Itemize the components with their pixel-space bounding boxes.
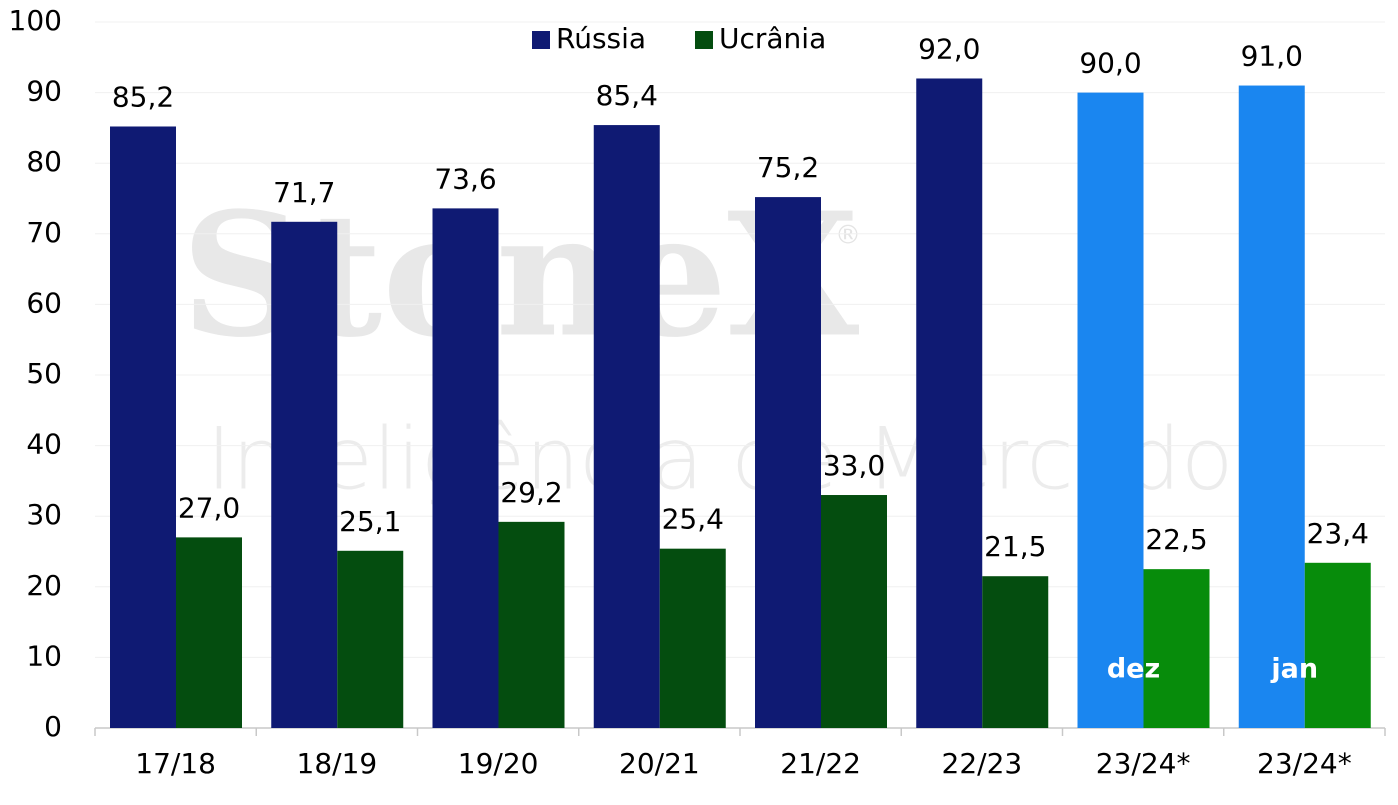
watermark-registered: ® <box>835 221 861 251</box>
legend-swatch <box>532 31 550 49</box>
data-label: 25,1 <box>339 505 401 538</box>
data-label: 29,2 <box>500 476 562 509</box>
data-label: 33,0 <box>823 449 885 482</box>
y-tick-label: 20 <box>26 569 62 602</box>
y-tick-label: 30 <box>26 498 62 531</box>
bar <box>271 221 338 728</box>
x-tick-label: 17/18 <box>135 747 216 780</box>
x-tick-label: 23/24* <box>1096 747 1191 780</box>
bar <box>110 126 176 729</box>
data-label: 21,5 <box>984 530 1046 563</box>
bar <box>659 548 726 728</box>
bar <box>1143 569 1210 728</box>
y-tick-label: 40 <box>26 428 62 461</box>
legend-label: Rússia <box>556 22 646 55</box>
data-label: 71,7 <box>273 176 335 209</box>
x-tick-label: 22/23 <box>942 747 1023 780</box>
y-tick-label: 80 <box>26 145 62 178</box>
y-tick-label: 50 <box>26 357 62 390</box>
bar <box>821 495 887 728</box>
bar <box>982 576 1049 728</box>
bar <box>1304 562 1371 728</box>
data-label: 27,0 <box>178 491 240 524</box>
data-label: 25,4 <box>662 503 724 536</box>
x-tick-label: 21/22 <box>780 747 861 780</box>
x-tick-label: 19/20 <box>458 747 539 780</box>
x-tick-label: 23/24* <box>1257 747 1352 780</box>
y-tick-label: 100 <box>9 4 62 37</box>
data-label: 75,2 <box>757 151 819 184</box>
x-tick-label: 18/19 <box>297 747 378 780</box>
watermark-tagline: Inteligência de Mercado <box>206 410 1233 510</box>
bar <box>755 197 821 728</box>
data-label: 23,4 <box>1307 517 1369 550</box>
y-tick-label: 10 <box>26 639 62 672</box>
legend-label: Ucrânia <box>719 22 826 55</box>
data-label: 90,0 <box>1079 47 1141 80</box>
x-tick-label: 20/21 <box>619 747 700 780</box>
data-label: 92,0 <box>918 32 980 65</box>
y-tick-label: 60 <box>26 286 62 319</box>
annotation: dez <box>1107 654 1160 685</box>
data-label: 22,5 <box>1145 523 1207 556</box>
bar <box>1238 85 1305 729</box>
legend-swatch <box>695 31 713 49</box>
bar <box>1077 92 1144 729</box>
bar <box>337 550 404 728</box>
bar <box>916 78 983 729</box>
data-label: 85,4 <box>596 79 658 112</box>
bar <box>593 125 660 729</box>
y-tick-label: 0 <box>44 710 62 743</box>
bar <box>176 537 242 728</box>
bar <box>432 208 499 728</box>
y-tick-label: 70 <box>26 216 62 249</box>
bar <box>498 521 565 728</box>
data-label: 85,2 <box>112 80 174 113</box>
data-label: 91,0 <box>1241 40 1303 73</box>
annotation: jan <box>1270 654 1318 685</box>
y-tick-label: 90 <box>26 75 62 108</box>
data-label: 73,6 <box>434 162 496 195</box>
